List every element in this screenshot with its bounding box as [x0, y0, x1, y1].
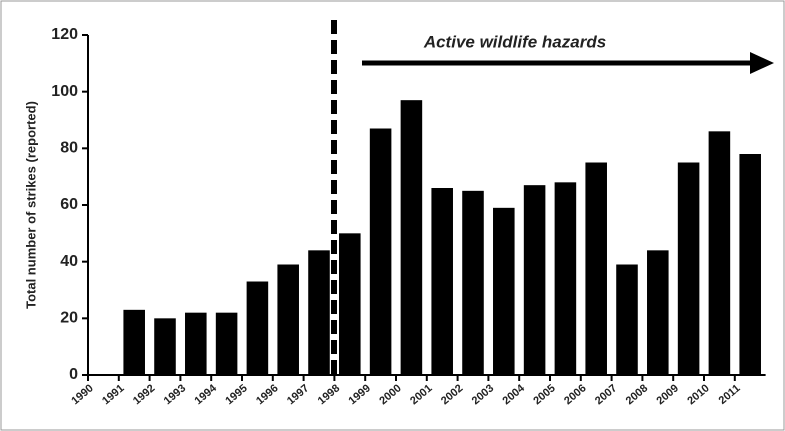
bar [339, 233, 361, 375]
x-tick-label: 2001 [408, 382, 434, 407]
y-axis-label: Total number of strikes (reported) [23, 101, 38, 309]
bar [369, 128, 392, 375]
x-tick-label: 2004 [501, 382, 528, 407]
x-tick-label: 1995 [223, 382, 249, 407]
bar [246, 281, 269, 375]
bar [739, 154, 761, 375]
bar [123, 309, 145, 375]
y-tick-label: 100 [51, 83, 78, 100]
bar [431, 188, 453, 375]
bar [647, 250, 669, 375]
x-tick-label: 1991 [100, 382, 126, 407]
x-tick-label: 2010 [685, 382, 711, 407]
x-tick-label: 2009 [655, 382, 681, 407]
bar [677, 162, 700, 375]
bar [185, 312, 207, 375]
x-tick-label: 1997 [285, 382, 311, 407]
x-tick-label: 2000 [377, 382, 403, 407]
bar [215, 312, 238, 375]
bar [523, 185, 546, 375]
bar [400, 100, 423, 376]
annotation: Active wildlife hazards [423, 32, 606, 51]
x-tick-label: 1999 [347, 382, 373, 407]
y-tick-label: 40 [60, 253, 78, 270]
bar [585, 162, 607, 375]
x-tick-label: 2007 [593, 382, 619, 407]
bar [554, 182, 577, 375]
y-tick-label: 60 [60, 196, 78, 213]
bar [616, 264, 638, 375]
bar [493, 207, 515, 375]
x-tick-label: 1998 [316, 382, 342, 407]
x-tick-label: 1993 [162, 382, 188, 407]
y-tick-label: 120 [51, 26, 78, 43]
x-tick-label: 1992 [131, 382, 157, 407]
y-tick-label: 20 [60, 310, 78, 327]
x-tick-label: 1996 [254, 382, 280, 407]
bar [154, 318, 176, 375]
x-tick-label: 2008 [624, 382, 650, 407]
bar [277, 264, 299, 375]
y-tick-label: 0 [69, 366, 78, 383]
bar [462, 190, 484, 375]
bar [308, 250, 330, 375]
x-tick-label: 2002 [439, 382, 465, 407]
x-tick-label: 2005 [531, 382, 557, 407]
x-tick-label: 1990 [69, 382, 95, 407]
arrow-head [750, 52, 774, 74]
x-tick-label: 2003 [470, 382, 496, 407]
x-tick-label: 2011 [717, 382, 743, 407]
x-tick-label: 1994 [193, 382, 220, 407]
bar [708, 131, 731, 375]
y-tick-label: 80 [60, 140, 78, 157]
x-tick-label: 2006 [562, 382, 588, 407]
